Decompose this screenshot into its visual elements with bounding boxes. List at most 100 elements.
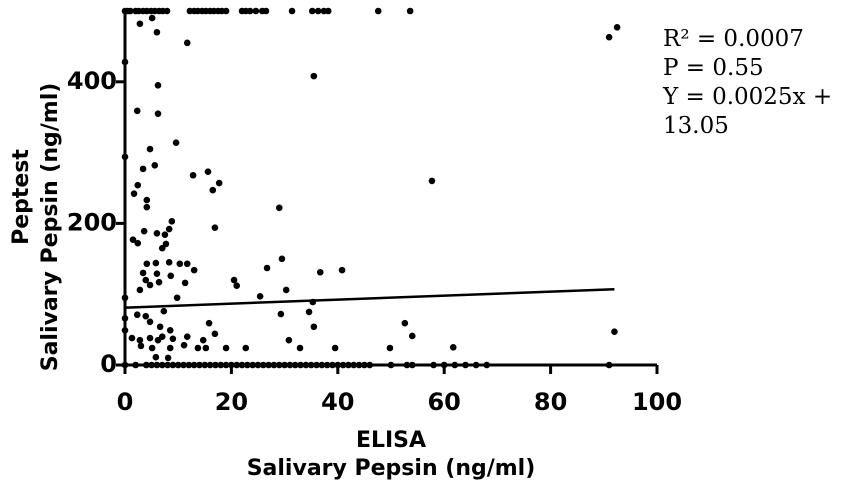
point xyxy=(318,361,326,369)
point xyxy=(361,361,368,369)
point xyxy=(121,361,129,369)
point xyxy=(345,361,352,369)
annotation: 13.05 xyxy=(663,113,729,139)
x-tick-label: 40 xyxy=(321,388,354,416)
point xyxy=(449,344,457,351)
point xyxy=(129,236,137,243)
point xyxy=(278,255,286,263)
point xyxy=(167,272,175,280)
fit-line xyxy=(124,287,615,309)
point xyxy=(162,240,170,248)
point xyxy=(286,361,294,369)
point xyxy=(242,344,250,352)
point xyxy=(374,7,382,15)
point xyxy=(408,332,416,340)
point xyxy=(158,361,166,369)
point xyxy=(163,7,171,15)
point xyxy=(166,327,174,334)
point xyxy=(142,361,150,369)
point xyxy=(194,344,202,352)
point xyxy=(282,286,290,294)
point xyxy=(142,276,150,284)
point xyxy=(605,361,613,369)
point xyxy=(324,7,332,15)
point xyxy=(205,319,213,327)
point xyxy=(160,307,168,315)
point xyxy=(134,181,142,189)
point xyxy=(121,294,129,302)
point xyxy=(166,344,174,352)
point xyxy=(168,217,176,225)
point xyxy=(154,110,162,117)
point xyxy=(291,361,299,369)
point xyxy=(302,361,310,369)
point xyxy=(151,162,159,169)
point xyxy=(209,186,217,194)
point xyxy=(127,7,134,15)
point xyxy=(121,153,129,161)
point xyxy=(305,308,313,316)
point xyxy=(190,266,198,274)
point xyxy=(238,361,246,369)
point xyxy=(331,344,339,352)
point xyxy=(164,354,172,362)
point xyxy=(355,361,363,369)
annotation: P = 0.55 xyxy=(663,55,764,81)
point xyxy=(155,278,163,286)
point xyxy=(222,361,230,369)
point xyxy=(297,361,304,369)
point xyxy=(148,361,155,369)
point xyxy=(146,281,154,289)
y-tick-label: 400 xyxy=(67,67,117,95)
point xyxy=(228,361,235,369)
point xyxy=(139,269,147,277)
point xyxy=(308,7,316,15)
point xyxy=(148,344,156,352)
x-tick-label: 0 xyxy=(117,388,134,416)
y-tick-label: 0 xyxy=(100,350,117,378)
point xyxy=(183,333,191,340)
point xyxy=(288,7,296,15)
point xyxy=(275,204,283,212)
point xyxy=(136,336,144,344)
point xyxy=(146,145,154,153)
point xyxy=(281,361,288,369)
x-tick-label: 20 xyxy=(215,388,248,416)
point xyxy=(153,361,161,369)
point xyxy=(270,361,278,369)
annotation: Y = 0.0025x + xyxy=(662,84,832,110)
annotation: R² = 0.0007 xyxy=(663,26,804,52)
x-axis-title: ELISA xyxy=(356,428,426,453)
x-tick-label: 60 xyxy=(427,388,460,416)
point xyxy=(140,227,148,235)
point xyxy=(181,279,189,287)
point xyxy=(263,264,271,272)
point xyxy=(230,276,238,284)
point xyxy=(169,335,177,343)
point xyxy=(137,342,145,350)
point xyxy=(483,361,491,369)
point xyxy=(244,361,251,369)
point xyxy=(158,244,166,252)
point xyxy=(183,39,191,47)
point xyxy=(136,286,144,294)
point xyxy=(233,282,241,290)
y-tick-label: 200 xyxy=(67,208,117,236)
point xyxy=(153,270,161,277)
point xyxy=(121,58,129,66)
point xyxy=(403,361,411,369)
point xyxy=(215,179,223,187)
point xyxy=(211,224,219,231)
point xyxy=(139,165,147,173)
point xyxy=(472,361,480,369)
point xyxy=(133,311,141,319)
point xyxy=(190,361,198,369)
point xyxy=(180,341,188,349)
point xyxy=(350,361,358,369)
point xyxy=(323,361,331,369)
point xyxy=(153,28,161,36)
x-tick-label: 80 xyxy=(534,388,567,416)
point xyxy=(275,361,283,369)
point xyxy=(222,344,230,352)
